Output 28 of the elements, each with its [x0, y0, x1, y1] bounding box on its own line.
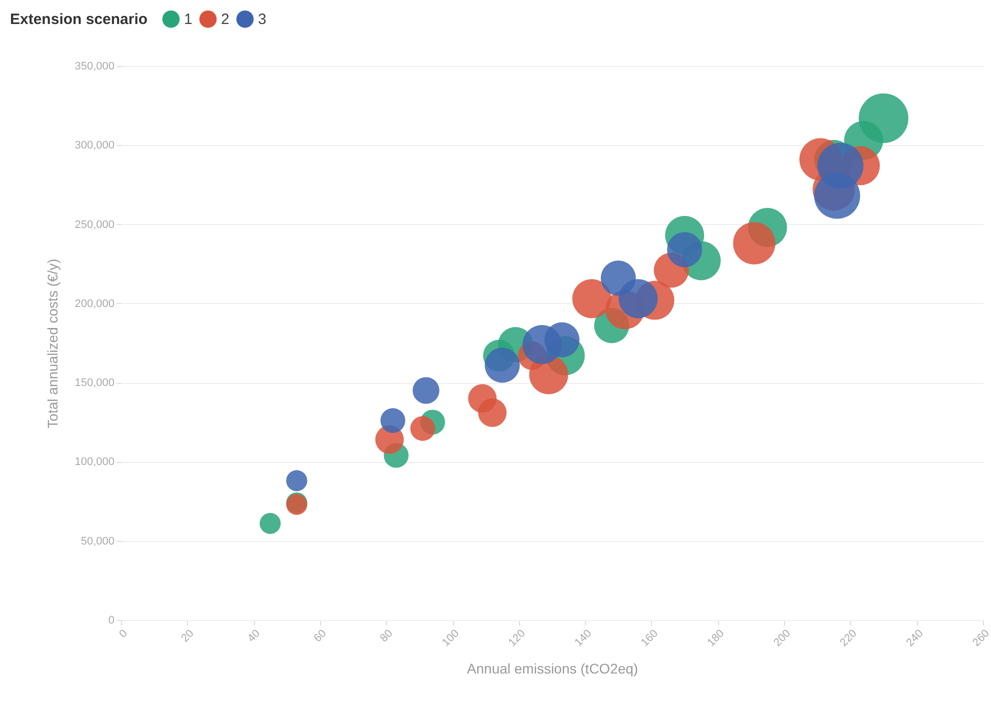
x-tick-label: 80	[378, 628, 396, 645]
y-axis-title: Total annualized costs (€/y)	[44, 258, 61, 428]
x-tick-label: 220	[838, 628, 860, 649]
x-tick-label: 180	[705, 628, 727, 649]
legend-label: 2	[221, 11, 230, 28]
x-tick-label: 100	[440, 628, 462, 649]
y-tick-label: 150,000	[74, 377, 114, 390]
x-tick-label: 140	[572, 628, 594, 649]
y-tick-label: 200,000	[74, 298, 114, 310]
x-tick-label: 0	[117, 628, 130, 640]
x-tick-label: 20	[179, 628, 196, 645]
y-tick-label: 300,000	[74, 140, 114, 152]
legend-label: 1	[184, 11, 192, 28]
legend-label: 3	[258, 11, 266, 28]
x-tick-label: 40	[245, 628, 263, 645]
y-tick-label: 0	[108, 614, 114, 626]
y-tick-label: 250,000	[74, 218, 114, 231]
legend-title: Extension scenario	[10, 11, 148, 28]
y-tick-label: 350,000	[74, 60, 114, 72]
x-tick-label: 240	[904, 628, 926, 649]
y-tick-label: 100,000	[74, 456, 114, 468]
x-tick-label: 160	[638, 628, 660, 649]
x-tick-label: 260	[970, 628, 991, 649]
x-axis-title: Annual emissions (tCO2eq)	[466, 660, 638, 676]
y-tick-label: 50,000	[80, 535, 114, 548]
x-tick-label: 60	[312, 628, 329, 645]
x-tick-label: 120	[506, 628, 528, 649]
x-tick-label: 200	[772, 628, 794, 649]
